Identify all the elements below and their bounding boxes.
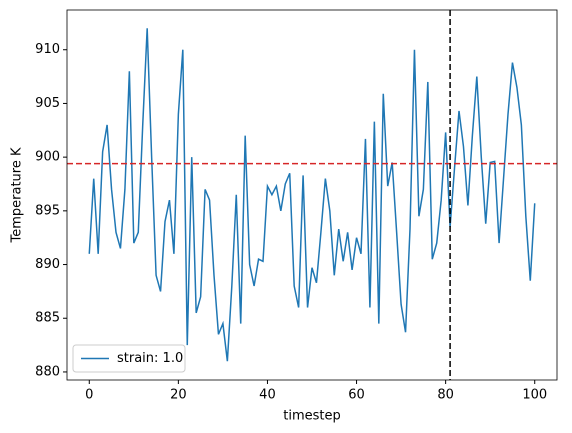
- y-tick-label: 885: [35, 311, 60, 326]
- y-tick-label: 890: [35, 257, 60, 272]
- legend-label: strain: 1.0: [117, 351, 183, 366]
- x-axis-label: timestep: [283, 409, 341, 424]
- y-tick-label: 895: [35, 203, 60, 218]
- y-axis-label: Temperature K: [10, 147, 25, 243]
- x-tick-label: 100: [522, 388, 547, 403]
- y-tick-label: 910: [35, 42, 60, 57]
- plot-frame: [66, 9, 558, 381]
- x-tick-label: 60: [348, 388, 365, 403]
- legend-box: [72, 344, 186, 373]
- x-tick-label: 80: [437, 388, 454, 403]
- y-tick-label: 880: [35, 364, 60, 379]
- x-tick-label: 0: [85, 388, 93, 403]
- y-tick-label: 900: [35, 150, 60, 165]
- data-line: [88, 28, 536, 362]
- x-tick-label: 40: [259, 388, 276, 403]
- y-tick-label: 905: [35, 96, 60, 111]
- x-tick-label: 20: [170, 388, 187, 403]
